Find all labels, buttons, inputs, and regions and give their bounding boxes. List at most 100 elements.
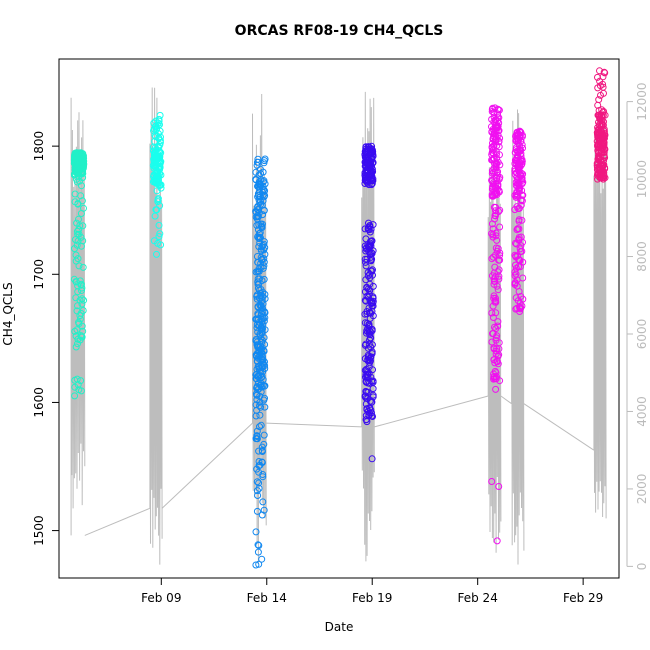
point-RF08 bbox=[75, 230, 83, 238]
point-RF11 bbox=[364, 395, 372, 403]
point-RF11 bbox=[367, 256, 375, 264]
point-RF12 bbox=[492, 385, 500, 393]
point-RF13 bbox=[512, 294, 520, 302]
point-RF10 bbox=[256, 233, 264, 241]
point-RF08 bbox=[75, 215, 82, 223]
point-RF10 bbox=[257, 298, 265, 306]
point-RF14 bbox=[596, 82, 604, 90]
point-RF11 bbox=[362, 245, 370, 253]
point-RF09 bbox=[156, 111, 164, 119]
point-RF08 bbox=[72, 251, 80, 259]
point-RF10 bbox=[259, 498, 267, 506]
point-RF13 bbox=[515, 225, 523, 233]
point-RF12 bbox=[488, 123, 495, 131]
point-RF13 bbox=[517, 248, 525, 256]
point-RF10 bbox=[255, 447, 263, 455]
point-RF11 bbox=[365, 340, 373, 348]
point-RF10 bbox=[255, 462, 263, 470]
point-RF10 bbox=[259, 197, 267, 205]
y2-tick-label: 4000 bbox=[635, 396, 649, 427]
point-RF10 bbox=[254, 492, 262, 499]
point-RF13 bbox=[518, 187, 526, 194]
point-RF13 bbox=[517, 196, 525, 204]
point-RF08 bbox=[77, 210, 85, 217]
point-RF12 bbox=[493, 345, 501, 353]
point-RF12 bbox=[489, 302, 497, 310]
point-RF12 bbox=[496, 151, 503, 159]
point-RF09 bbox=[155, 233, 163, 241]
point-RF13 bbox=[515, 256, 523, 264]
point-RF11 bbox=[364, 177, 372, 185]
point-RF12 bbox=[490, 356, 498, 364]
point-RF11 bbox=[366, 222, 374, 229]
point-RF12 bbox=[492, 174, 500, 182]
point-RF10 bbox=[253, 507, 261, 515]
point-RF11 bbox=[367, 353, 375, 361]
point-RF13 bbox=[516, 132, 524, 140]
point-RF13 bbox=[516, 308, 524, 315]
point-RF12 bbox=[492, 160, 500, 168]
point-RF12 bbox=[492, 133, 500, 141]
point-RF12 bbox=[492, 309, 500, 317]
point-RF13 bbox=[513, 160, 521, 168]
point-RF10 bbox=[252, 371, 260, 379]
point-RF12 bbox=[493, 169, 501, 177]
point-RF11 bbox=[367, 225, 375, 233]
point-RF09 bbox=[155, 134, 163, 142]
point-RF12 bbox=[491, 273, 499, 281]
x-tick-label: Feb 09 bbox=[141, 591, 181, 605]
point-RF10 bbox=[259, 183, 267, 191]
point-RF10 bbox=[255, 542, 263, 549]
point-RF08 bbox=[75, 320, 83, 328]
point-RF10 bbox=[254, 548, 262, 556]
point-RF13 bbox=[512, 305, 520, 313]
point-RF12 bbox=[491, 323, 498, 331]
point-RF10 bbox=[254, 213, 262, 221]
plot-frame bbox=[58, 58, 620, 579]
point-RF10 bbox=[253, 161, 261, 169]
point-RF12 bbox=[496, 223, 504, 231]
point-RF08 bbox=[75, 386, 83, 394]
point-RF08 bbox=[71, 392, 79, 400]
point-RF12 bbox=[494, 286, 502, 294]
point-RF10 bbox=[258, 223, 266, 231]
point-RF10 bbox=[254, 268, 262, 276]
point-RF14 bbox=[596, 163, 604, 171]
y-tick-label: 1800 bbox=[32, 131, 46, 162]
y2-tick-label: 8000 bbox=[635, 241, 649, 272]
point-RF11 bbox=[368, 149, 376, 157]
point-RF10 bbox=[255, 560, 263, 568]
point-RF12 bbox=[495, 483, 503, 490]
point-RF13 bbox=[511, 279, 519, 287]
point-RF10 bbox=[259, 471, 267, 478]
point-RF12 bbox=[489, 253, 497, 261]
point-RF10 bbox=[255, 230, 263, 238]
point-RF12 bbox=[488, 478, 496, 485]
point-RF09 bbox=[153, 250, 160, 258]
point-RF10 bbox=[252, 168, 260, 176]
point-RF08 bbox=[78, 295, 86, 303]
point-RF08 bbox=[72, 343, 80, 351]
point-RF10 bbox=[260, 506, 268, 514]
point-RF12 bbox=[490, 375, 498, 383]
point-RF12 bbox=[490, 203, 498, 211]
point-RF14 bbox=[595, 154, 603, 161]
point-RF11 bbox=[368, 249, 376, 257]
point-RF08 bbox=[78, 287, 85, 294]
y2-tick-label: 10000 bbox=[635, 160, 649, 198]
point-RF11 bbox=[364, 285, 372, 293]
point-RF10 bbox=[255, 458, 263, 465]
point-RF11 bbox=[368, 455, 376, 463]
point-RF13 bbox=[511, 149, 519, 156]
point-RF08 bbox=[76, 277, 84, 285]
y-tick-label: 1500 bbox=[32, 515, 46, 546]
point-RF11 bbox=[363, 365, 370, 373]
chart-title: ORCAS RF08-19 CH4_QCLS bbox=[235, 23, 444, 39]
altitude-connector-RF09 bbox=[84, 507, 151, 536]
point-RF12 bbox=[495, 339, 503, 347]
point-RF10 bbox=[255, 479, 263, 487]
point-RF08 bbox=[73, 326, 81, 334]
point-RF09 bbox=[156, 170, 164, 178]
point-RF12 bbox=[490, 292, 498, 300]
point-RF10 bbox=[258, 243, 266, 251]
